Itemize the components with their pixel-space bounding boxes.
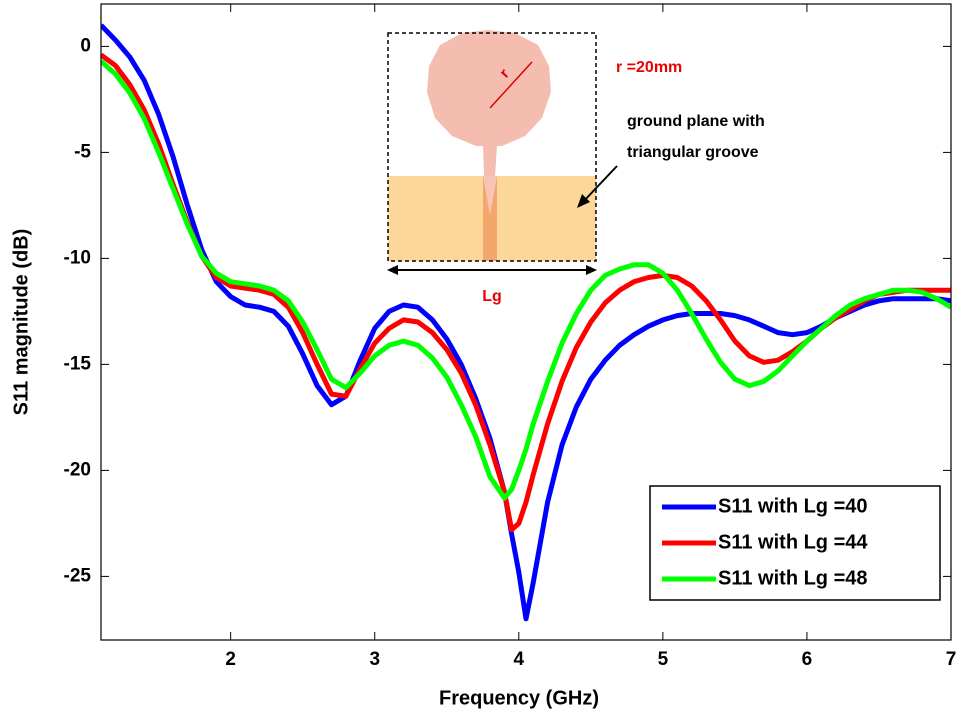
legend-label: S11 with Lg =40: [718, 495, 868, 517]
radius-line: [489, 61, 533, 109]
arrow-head: [387, 265, 398, 275]
plot-frame: [100, 3, 952, 641]
arrow-head: [586, 265, 597, 275]
radius-label: r =20mm: [616, 59, 682, 76]
ground-label: ground plane with: [627, 113, 765, 130]
legend-label: S11 with Lg =48: [718, 567, 868, 589]
arrow: [581, 165, 618, 204]
inset-frame: [387, 32, 597, 262]
arrow-head: [577, 194, 590, 208]
x-tick-label: 6: [802, 649, 813, 670]
y-tick-label: 0: [80, 35, 91, 56]
x-axis-label: Frequency (GHz): [439, 687, 599, 709]
x-tick-label: 5: [658, 649, 669, 670]
inset: r r =20mm ground plane with triangular g…: [387, 30, 765, 305]
patch: [427, 30, 551, 146]
x-tick-label: 7: [946, 649, 957, 670]
x-tick-label: 2: [225, 649, 236, 670]
feed-strip: [483, 176, 497, 261]
series-line: [101, 59, 951, 501]
y-tick-label: -25: [64, 565, 92, 586]
groove: [483, 176, 497, 215]
x-tick-label: 4: [514, 649, 525, 670]
y-tick-label: -10: [64, 247, 91, 268]
legend-label: S11 with Lg =44: [718, 531, 868, 553]
y-tick-label: -5: [74, 141, 91, 162]
y-tick-label: -20: [64, 459, 91, 480]
feed: [483, 146, 497, 176]
x-tick-label: 3: [369, 649, 380, 670]
width-label: Lg: [482, 288, 502, 305]
series-line: [101, 23, 951, 622]
ground-label: triangular groove: [627, 144, 759, 161]
y-tick-label: -15: [64, 353, 92, 374]
y-axis-label: S11 magnitude (dB): [10, 229, 32, 416]
